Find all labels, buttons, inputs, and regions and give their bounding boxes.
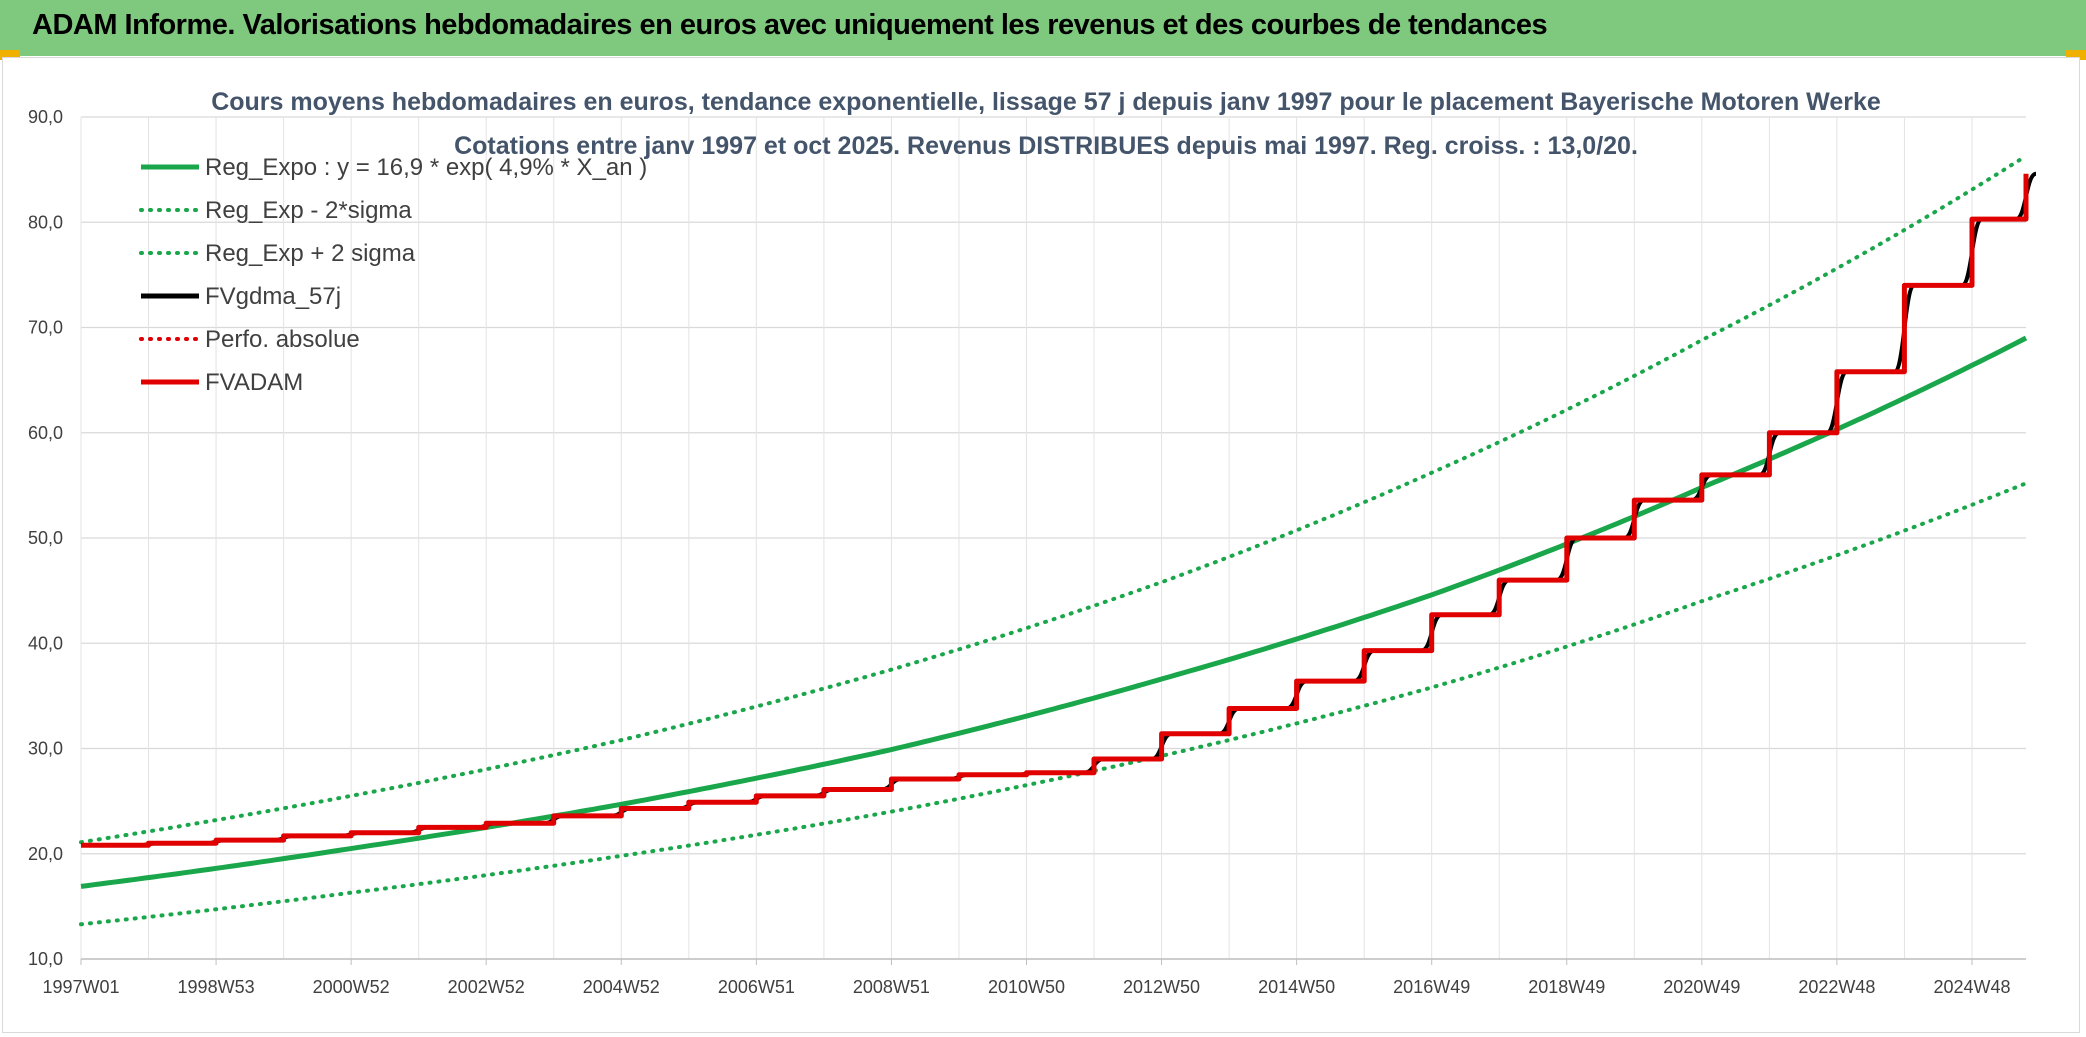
x-tick-label: 2016W49 [1393,977,1470,997]
right-corner-mark [2066,50,2086,60]
report-header: ADAM Informe. Valorisations hebdomadaire… [0,0,2086,56]
x-tick-label: 2004W52 [583,977,660,997]
x-tick-label: 2010W50 [988,977,1065,997]
chart-frame: 10,0 20,0 30,0 40,0 50,0 60,0 70,0 80,0 90,0 1997… [2,57,2080,1033]
x-tick-label: 2000W52 [313,977,390,997]
legend-label-reg-exp-minus-2sigma: Reg_Exp - 2*sigma [205,197,412,224]
x-tick-label: 2012W50 [1123,977,1200,997]
y-tick-label: 90,0 [28,107,63,127]
x-tick-label: 2018W49 [1528,977,1605,997]
chart-title-line-1: Cours moyens hebdomadaires en euros, ten… [211,88,1881,116]
x-tick-label: 2014W50 [1258,977,1335,997]
series-reg-expo-line [80,335,2028,889]
x-tick-label: 2020W49 [1663,977,1740,997]
legend-label-fvgdma-57j: FVgdma_57j [205,283,341,310]
legend-label-reg-exp-plus-2sigma: Reg_Exp + 2 sigma [205,240,416,267]
y-tick-label: 50,0 [28,528,63,548]
x-tick-label: 2022W48 [1798,977,1875,997]
legend-label-perfo-absolue: Perfo. absolue [205,326,360,353]
y-tick-label: 60,0 [28,423,63,443]
y-tick-label: 20,0 [28,844,63,864]
series-reg-exp-plus-2sigma-line [79,153,2028,845]
y-tick-label: 40,0 [28,633,63,653]
x-tick-label: 1998W53 [178,977,255,997]
series-reg-exp-minus-2sigma-line [79,481,2028,927]
report-title: ADAM Informe. Valorisations hebdomadaire… [32,9,1548,41]
x-tick-label: 2006W51 [718,977,795,997]
y-tick-label: 30,0 [28,739,63,759]
x-tick-label: 1997W01 [42,977,119,997]
legend-label-reg-expo: Reg_Expo : y = 16,9 * exp( 4,9% * X_an ) [205,154,647,181]
y-tick-label: 80,0 [28,212,63,232]
y-tick-label: 10,0 [28,949,63,969]
legend-label-fvadam: FVADAM [205,369,303,396]
series-fvgdma-57j-line [81,171,2037,848]
chart-canvas: 10,0 20,0 30,0 40,0 50,0 60,0 70,0 80,0 90,0 1997… [28,88,2037,997]
x-tick-label: 2008W51 [853,977,930,997]
chart-title-line-2: Cotations entre janv 1997 et oct 2025. R… [454,132,1638,160]
x-tick-label: 2024W48 [1933,977,2010,997]
left-corner-mark [0,50,20,60]
series-fvadam-line [81,173,2029,848]
x-tick-label: 2002W52 [448,977,525,997]
y-tick-label: 70,0 [28,318,63,338]
